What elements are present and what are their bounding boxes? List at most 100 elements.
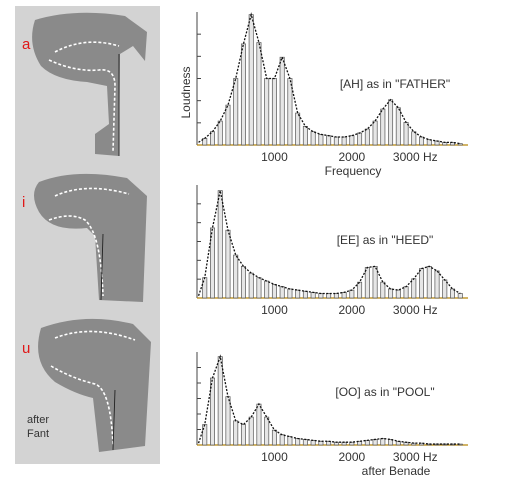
harmonic-bar	[457, 143, 463, 146]
harmonic-bar	[349, 135, 355, 146]
spectrum-chart-1: 1000 2000 3000 Hz [EE] as in "HEED"	[196, 185, 468, 317]
harmonic-bar	[357, 440, 363, 446]
harmonic-bar	[364, 440, 370, 446]
harmonic-bar	[287, 436, 293, 446]
harmonic-bar	[248, 416, 254, 446]
harmonic-bar	[279, 56, 285, 146]
harmonic-bar	[248, 14, 254, 146]
harmonic-bar	[388, 439, 394, 446]
harmonic-bar	[271, 284, 277, 299]
harmonic-bar	[380, 108, 386, 146]
harmonic-bar	[310, 131, 316, 146]
harmonic-bar	[240, 424, 246, 446]
harmonic-bar	[287, 288, 293, 299]
harmonic-bar	[395, 289, 401, 299]
vocal-tract-i-shape	[34, 173, 147, 302]
spectrum-annotation: [OO] as in "POOL"	[335, 385, 434, 399]
harmonic-bar	[434, 270, 440, 299]
harmonic-bar	[302, 439, 308, 446]
spectral-envelope	[197, 354, 461, 445]
harmonic-bar	[302, 126, 308, 146]
harmonic-bar	[256, 403, 262, 446]
harmonic-bar	[233, 420, 239, 446]
harmonic-bar	[302, 290, 308, 299]
harmonic-bar	[426, 139, 432, 146]
fant-credit-line-1: after	[27, 414, 50, 426]
harmonic-bar	[403, 122, 409, 146]
harmonic-bar	[333, 136, 339, 146]
harmonic-bar	[217, 120, 223, 146]
harmonic-bar	[225, 229, 231, 299]
harmonic-bar	[264, 280, 270, 299]
x-tick-label: 3000 Hz	[393, 150, 438, 164]
harmonic-bar	[240, 266, 246, 299]
harmonic-bar	[450, 141, 455, 146]
harmonic-bar	[295, 289, 301, 299]
harmonic-bar	[264, 416, 270, 446]
harmonic-bar	[271, 429, 277, 446]
harmonic-bar	[202, 138, 208, 146]
harmonic-bar	[210, 227, 215, 299]
spectrum-chart-2: 1000 2000 3000 Hz [OO] as in "POOL" after Be…	[196, 352, 468, 478]
harmonic-bar	[364, 128, 370, 146]
harmonic-bar	[388, 288, 394, 299]
harmonic-bar	[426, 266, 432, 299]
harmonic-bar	[372, 439, 378, 446]
x-tick-label: 1000	[261, 303, 288, 317]
spectrum-annotation: [EE] as in "HEED"	[337, 233, 434, 247]
vocal-tract-illustrations	[32, 12, 151, 452]
harmonic-bar	[411, 278, 417, 299]
vowel-label-a: a	[22, 36, 31, 53]
harmonic-bar	[333, 293, 339, 299]
benade-credit: after Benade	[362, 464, 431, 478]
x-tick-label: 1000	[261, 150, 288, 164]
harmonic-bar	[341, 292, 347, 299]
harmonic-bar	[326, 293, 332, 299]
harmonic-bar	[341, 136, 347, 146]
harmonic-bar	[326, 440, 332, 446]
harmonic-bar	[357, 281, 363, 299]
spectral-envelope	[198, 12, 461, 145]
harmonic-bar	[217, 356, 223, 446]
harmonic-bar	[419, 442, 425, 446]
harmonic-bar	[380, 281, 386, 299]
harmonic-bar	[372, 120, 378, 146]
harmonic-bar	[457, 293, 463, 299]
harmonic-bar	[248, 272, 254, 299]
harmonic-bar	[450, 288, 455, 299]
harmonic-bar	[403, 286, 409, 299]
x-tick-label: 2000	[339, 150, 366, 164]
vowel-label-u: u	[22, 340, 31, 357]
harmonic-bar	[388, 99, 394, 146]
harmonic-bar	[240, 43, 246, 146]
harmonic-bar	[395, 107, 401, 146]
harmonic-bar	[225, 396, 231, 446]
x-tick-label: 2000	[339, 450, 366, 464]
spectrum-annotation: [AH] as in "FATHER"	[340, 77, 450, 91]
x-axis-label: Frequency	[325, 164, 382, 178]
harmonic-bar	[372, 266, 378, 299]
harmonic-bar	[287, 78, 293, 146]
harmonic-bar	[264, 78, 270, 146]
x-tick-label: 2000	[339, 303, 366, 317]
harmonic-bar	[271, 78, 277, 146]
harmonic-bar	[357, 132, 363, 146]
harmonic-bar	[318, 293, 324, 299]
harmonic-bar	[279, 434, 285, 446]
harmonic-bar	[310, 292, 316, 299]
harmonic-bar	[318, 134, 324, 146]
spectral-envelope	[197, 190, 461, 296]
harmonic-bar	[256, 277, 262, 299]
harmonic-bar	[318, 440, 324, 446]
harmonic-bar	[256, 42, 262, 146]
harmonic-bar	[202, 424, 208, 446]
harmonic-bar	[380, 438, 386, 446]
harmonic-bar	[349, 441, 355, 446]
harmonic-bar	[279, 286, 285, 299]
harmonic-bar	[364, 267, 370, 299]
harmonic-bar	[419, 268, 425, 299]
x-tick-label: 3000 Hz	[393, 303, 438, 317]
harmonic-bar	[295, 438, 301, 446]
x-tick-label: 3000 Hz	[393, 450, 438, 464]
